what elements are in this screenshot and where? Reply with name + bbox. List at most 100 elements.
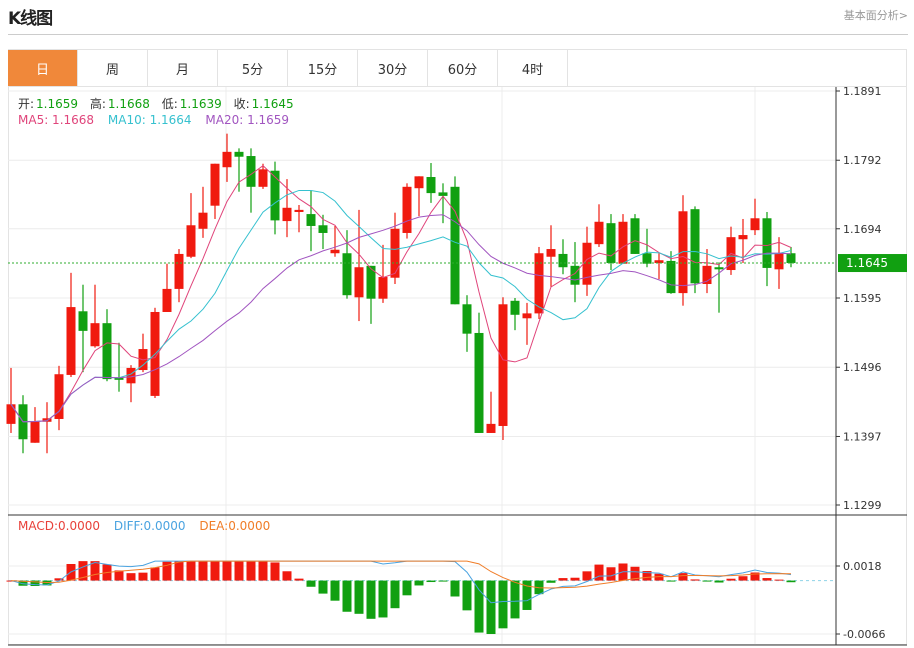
macd-bar — [162, 561, 172, 581]
macd-bar — [522, 580, 532, 610]
dea-line — [10, 560, 792, 589]
macd-bar — [150, 567, 160, 581]
macd-bar — [666, 580, 676, 582]
macd-bar — [786, 580, 796, 583]
candle-body — [414, 176, 424, 189]
candle-body — [750, 218, 760, 231]
open-label: 开: — [18, 97, 35, 111]
fundamental-analysis-link[interactable]: 基本面分析> — [843, 9, 908, 22]
macd-bar — [306, 580, 316, 587]
candle-body — [234, 151, 244, 157]
tab-month[interactable]: 月 — [148, 50, 218, 86]
candle-body — [78, 311, 88, 331]
macd-bar — [18, 580, 28, 586]
candle-body — [474, 332, 484, 433]
macd-bar — [30, 580, 40, 587]
candle-body — [654, 260, 664, 264]
price-tick-label: 1.1595 — [843, 292, 882, 305]
macd-bar — [90, 561, 100, 581]
candle-body — [378, 277, 388, 299]
price-tick-label: 1.1496 — [843, 361, 882, 374]
tab-30min[interactable]: 30分 — [358, 50, 428, 86]
candle-body — [570, 265, 580, 285]
candle-body — [546, 249, 556, 257]
price-tick-label: 1.1397 — [843, 430, 882, 443]
candle-body — [294, 209, 304, 212]
candle-body — [306, 214, 316, 226]
macd-bar — [450, 580, 460, 597]
candle-body — [198, 212, 208, 229]
candle-body — [282, 207, 292, 222]
macd-bar — [750, 572, 760, 581]
candle-body — [522, 313, 532, 319]
ma5-value: MA5: 1.1668 — [18, 113, 95, 127]
candle-body — [558, 253, 568, 268]
macd-value: MACD:0.0000 — [18, 519, 101, 533]
candle-body — [762, 218, 772, 268]
candle-body — [90, 323, 100, 347]
tab-week[interactable]: 周 — [78, 50, 148, 86]
price-tick-label: 1.1299 — [843, 499, 882, 512]
tab-day[interactable]: 日 — [8, 50, 78, 86]
diff-line — [10, 560, 792, 604]
tab-5min[interactable]: 5分 — [218, 50, 288, 86]
ma-legend: MA5: 1.1668 MA10: 1.1664 MA20: 1.1659 — [18, 113, 291, 127]
macd-bar — [402, 580, 412, 596]
dea-value: DEA:0.0000 — [199, 519, 271, 533]
macd-bar — [354, 580, 364, 614]
candle-body — [666, 260, 676, 294]
candle-body — [642, 253, 652, 264]
candle-body — [690, 209, 700, 284]
candle-body — [402, 186, 412, 233]
macd-bar — [270, 562, 280, 581]
tab-60min[interactable]: 60分 — [428, 50, 498, 86]
candle-body — [126, 367, 136, 384]
macd-bar — [222, 561, 232, 581]
macd-bar — [738, 576, 748, 581]
candle-body — [738, 235, 748, 240]
diff-value: DIFF:0.0000 — [113, 519, 186, 533]
macd-bar — [198, 561, 208, 581]
macd-bar — [582, 571, 592, 581]
candle-body — [354, 267, 364, 298]
high-value: 1.1668 — [107, 97, 150, 111]
candle-body — [114, 377, 124, 380]
candle-body — [582, 242, 592, 285]
candle-body — [786, 253, 796, 264]
candle-body — [450, 186, 460, 305]
candle-body — [258, 169, 268, 187]
candle-body — [618, 221, 628, 264]
macd-bar — [366, 580, 376, 619]
candle-body — [702, 265, 712, 285]
macd-bar — [426, 580, 436, 583]
candle-body — [606, 223, 616, 264]
macd-bar — [42, 580, 52, 586]
tab-15min[interactable]: 15分 — [288, 50, 358, 86]
period-tabs: 日 周 月 5分 15分 30分 60分 4时 — [8, 50, 907, 87]
candle-body — [630, 218, 640, 254]
macd-bar — [570, 577, 580, 581]
tab-4hour[interactable]: 4时 — [498, 50, 568, 86]
macd-bar — [390, 580, 400, 609]
macd-bar — [114, 570, 124, 581]
macd-bar — [318, 580, 328, 594]
macd-bar — [630, 566, 640, 581]
macd-bar — [642, 571, 652, 581]
macd-bar — [78, 561, 88, 581]
candle-body — [486, 423, 496, 433]
candle-body — [510, 300, 520, 315]
candle-body — [222, 151, 232, 168]
macd-bar — [330, 580, 340, 601]
macd-bar — [186, 561, 196, 581]
macd-bar — [342, 580, 352, 612]
macd-bar — [558, 578, 568, 581]
macd-bar — [510, 580, 520, 619]
macd-bar — [546, 580, 556, 583]
macd-bar — [702, 580, 712, 582]
macd-bar — [210, 561, 220, 581]
macd-legend: MACD:0.0000 DIFF:0.0000 DEA:0.0000 — [18, 519, 272, 533]
macd-bar — [486, 580, 496, 634]
candle-body — [342, 253, 352, 296]
candle-body — [774, 253, 784, 270]
